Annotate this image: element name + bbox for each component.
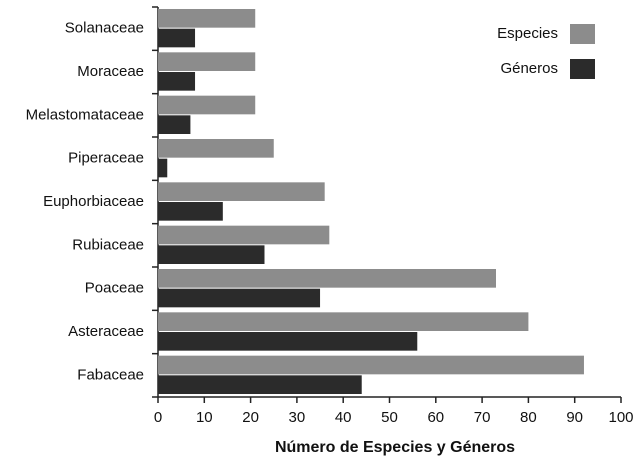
legend-swatch [570, 59, 595, 79]
bar [158, 115, 191, 134]
y-tick-label: Asteraceae [68, 323, 144, 340]
bar [158, 52, 256, 71]
bar [158, 288, 321, 308]
bar [158, 28, 196, 48]
x-tick-label: 20 [242, 409, 259, 426]
bar [158, 245, 265, 264]
legend-swatch [570, 24, 595, 44]
legend-label: Géneros [500, 60, 558, 77]
y-tick-label: Euphorbiaceae [43, 193, 144, 210]
bar [158, 269, 496, 288]
y-tick-label: Piperaceae [68, 150, 144, 167]
x-axis-title: Número de Especies y Géneros [275, 439, 515, 456]
x-tick-label: 0 [154, 409, 162, 426]
bar [158, 9, 256, 28]
bar [158, 95, 256, 115]
bar [158, 202, 223, 221]
bar [158, 182, 325, 201]
x-tick-label: 90 [566, 409, 583, 426]
y-tick-label: Moraceae [77, 63, 144, 80]
x-tick-label: 100 [608, 409, 633, 426]
bar [158, 158, 168, 178]
x-tick-label: 30 [289, 409, 306, 426]
legend-label: Especies [497, 25, 558, 42]
y-tick-label: Solanaceae [65, 20, 144, 37]
x-tick-label: 70 [474, 409, 491, 426]
x-tick-label: 10 [196, 409, 213, 426]
x-tick-label: 60 [427, 409, 444, 426]
bar [158, 332, 418, 351]
bar [158, 139, 274, 158]
y-tick-label: Fabaceae [77, 366, 144, 383]
x-tick-label: 40 [335, 409, 352, 426]
bar [158, 375, 362, 394]
y-tick-label: Melastomataceae [26, 106, 144, 123]
x-tick-label: 50 [381, 409, 398, 426]
y-tick-label: Poaceae [85, 280, 144, 297]
bar [158, 355, 584, 375]
y-tick-label: Rubiaceae [72, 236, 144, 253]
bar [158, 72, 196, 91]
bar [158, 312, 529, 331]
x-tick-label: 80 [520, 409, 537, 426]
bar [158, 225, 330, 245]
